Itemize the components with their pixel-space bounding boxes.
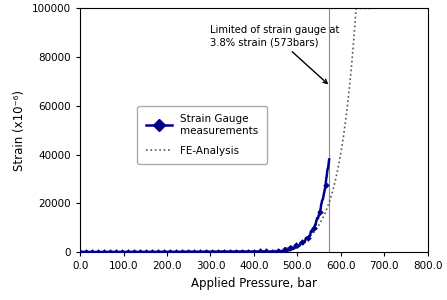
X-axis label: Applied Pressure, bar: Applied Pressure, bar bbox=[191, 277, 317, 290]
Legend: Strain Gauge
measurements, FE-Analysis: Strain Gauge measurements, FE-Analysis bbox=[138, 106, 267, 164]
Y-axis label: Strain (x10⁻⁶): Strain (x10⁻⁶) bbox=[13, 90, 26, 171]
Text: Limited of strain gauge at
3.8% strain (573bars): Limited of strain gauge at 3.8% strain (… bbox=[211, 26, 340, 83]
